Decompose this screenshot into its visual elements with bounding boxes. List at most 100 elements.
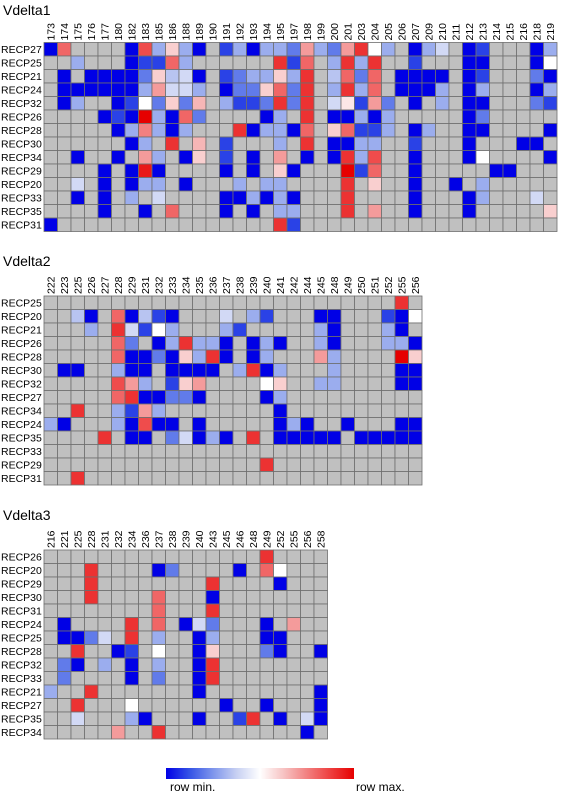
heatmap-cell [124,657,139,672]
heatmap-cell [57,376,72,391]
heatmap-cell [97,204,112,219]
heatmap-cell [489,190,504,205]
heatmap-cell [286,711,301,726]
column-label: 185 [153,23,165,41]
heatmap-cell [340,217,355,232]
heatmap-cell [502,69,517,84]
heatmap-cell [246,82,261,97]
heatmap-cell [151,109,166,124]
heatmap-cell [138,82,153,97]
heatmap-cell [489,177,504,192]
row-label: RECP29 [1,460,42,472]
heatmap-cell [232,363,247,378]
heatmap-cell [124,576,139,591]
heatmap-cell [300,217,315,232]
heatmap-cell [43,444,58,459]
column-label: 229 [126,276,138,294]
heatmap-cell [57,684,72,699]
heatmap-cell [124,603,139,618]
heatmap-cell [259,217,274,232]
heatmap-cell [43,403,58,418]
heatmap-cell [286,177,301,192]
heatmap-cell [138,403,153,418]
heatmap-cell [340,390,355,405]
heatmap-cell [300,322,315,337]
heatmap-cell [313,590,328,605]
heatmap-cell [259,471,274,486]
heatmap-cell [178,444,193,459]
heatmap-cell [124,217,139,232]
heatmap-cell [84,309,99,324]
heatmap-cell [381,177,396,192]
heatmap-cell [205,390,220,405]
heatmap-cell [57,603,72,618]
heatmap-cell [84,376,99,391]
heatmap-cell [111,309,126,324]
heatmap-cell [192,150,207,165]
heatmap-cell [111,177,126,192]
heatmap-cell [354,349,369,364]
heatmap-cell [124,96,139,111]
heatmap-cell [273,309,288,324]
heatmap-cell [43,82,58,97]
heatmap-cell [286,322,301,337]
heatmap-cell [178,177,193,192]
heatmap-cell [178,204,193,219]
heatmap-cell [192,471,207,486]
heatmap-cell [259,82,274,97]
heatmap-cell [381,190,396,205]
heatmap-cell [273,617,288,632]
heatmap-cell [327,42,342,57]
heatmap-cell [178,403,193,418]
heatmap-cell [192,430,207,445]
heatmap-cell [394,444,409,459]
heatmap-cell [219,336,234,351]
heatmap-cell [138,204,153,219]
heatmap-cell [529,55,544,70]
heatmap-cell [178,590,193,605]
heatmap-cell [516,42,531,57]
heatmap-cell [408,217,423,232]
heatmap-cell [192,309,207,324]
heatmap-cell [111,684,126,699]
heatmap-cell [246,42,261,57]
heatmap-cell [232,430,247,445]
heatmap-cell [394,217,409,232]
heatmap-cell [313,671,328,686]
heatmap-cell [300,55,315,70]
heatmap-cell [516,109,531,124]
row-label: RECP24 [1,419,42,431]
heatmap-cell [138,617,153,632]
row-label: RECP20 [1,179,42,191]
heatmap-cell [97,403,112,418]
heatmap-cell [367,471,382,486]
column-label: 215 [504,23,516,41]
heatmap-cell [462,136,477,151]
heatmap-cell [313,322,328,337]
heatmap-cell [165,390,180,405]
heatmap-cell [165,123,180,138]
heatmap-cell [394,42,409,57]
heatmap-cell [300,444,315,459]
heatmap-cell [273,725,288,740]
heatmap-cell [354,322,369,337]
heatmap-cell [246,376,261,391]
heatmap-cell [502,150,517,165]
heatmap-cell [300,376,315,391]
heatmap-cell [421,55,436,70]
heatmap-cell [151,69,166,84]
heatmap-cell [43,590,58,605]
heatmap-cell [286,576,301,591]
heatmap-cell [475,150,490,165]
heatmap-panel: Vdelta1 173 174 175 176 177 180 182 183 185 186 188… [1,2,558,232]
heatmap-cell [124,336,139,351]
heatmap-cell [178,725,193,740]
heatmap-cell [192,123,207,138]
heatmap-cell [313,630,328,645]
heatmap-cell [111,590,126,605]
heatmap-cell [273,82,288,97]
row-label: RECP26 [1,552,42,564]
heatmap-cell [300,309,315,324]
heatmap-cell [165,349,180,364]
heatmap-cell [124,471,139,486]
